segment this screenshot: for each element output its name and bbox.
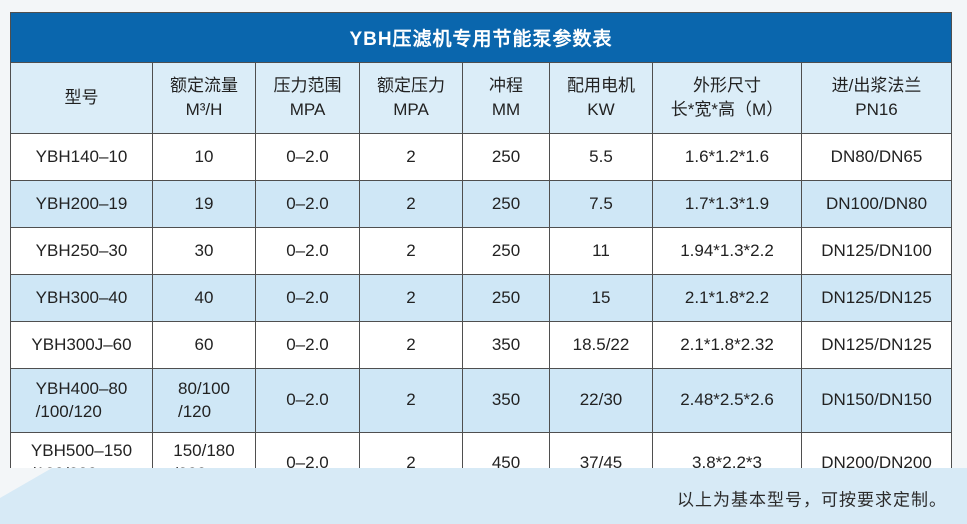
title-row: YBH压滤机专用节能泵参数表	[10, 12, 952, 63]
pump-parameter-table: YBH压滤机专用节能泵参数表 型号 额定流量 M³/H 压力范围 MPA 额定压力 MPA 冲…	[10, 12, 952, 494]
table-cell: 30	[152, 227, 256, 275]
table-cell: 2	[359, 368, 463, 433]
table-cell: 0–2.0	[255, 368, 360, 433]
table-row: YBH140–10 10 0–2.0 2 250 5.5 1.6*1.2*1.6 DN80/D…	[10, 133, 952, 181]
table-cell: 0–2.0	[255, 133, 360, 181]
header-row: 型号 额定流量 M³/H 压力范围 MPA 额定压力 MPA 冲程 MM 配用电机 KW 外形尺寸 长*…	[10, 62, 952, 134]
table-body: YBH140–10 10 0–2.0 2 250 5.5 1.6*1.2*1.6 DN80/D…	[10, 133, 952, 494]
table-cell: DN80/DN65	[801, 133, 952, 181]
table-cell: 0–2.0	[255, 180, 360, 228]
table-cell: 250	[462, 227, 550, 275]
table-cell: 2	[359, 321, 463, 369]
table-cell: 1.94*1.3*2.2	[652, 227, 802, 275]
page-corner-decoration	[0, 468, 52, 498]
table-cell: YBH300J–60	[10, 321, 153, 369]
table-cell: 2	[359, 274, 463, 322]
table-cell: 2.1*1.8*2.32	[652, 321, 802, 369]
table-cell: 7.5	[549, 180, 653, 228]
table-cell: 250	[462, 133, 550, 181]
column-header: 型号	[10, 62, 153, 134]
table-cell: 15	[549, 274, 653, 322]
table-cell: YBH300–40	[10, 274, 153, 322]
column-header: 配用电机 KW	[549, 62, 653, 134]
table-cell: 2.48*2.5*2.6	[652, 368, 802, 433]
table-cell: 0–2.0	[255, 274, 360, 322]
column-header: 冲程 MM	[462, 62, 550, 134]
table-cell: DN150/DN150	[801, 368, 952, 433]
column-header: 额定流量 M³/H	[152, 62, 256, 134]
table-cell: 1.7*1.3*1.9	[652, 180, 802, 228]
table-cell: 350	[462, 321, 550, 369]
table-cell: DN100/DN80	[801, 180, 952, 228]
table-cell: 1.6*1.2*1.6	[652, 133, 802, 181]
table-row: YBH300–40 40 0–2.0 2 250 15 2.1*1.8*2.2 DN125/D…	[10, 274, 952, 322]
table-cell: YBH200–19	[10, 180, 153, 228]
column-header: 外形尺寸 长*宽*高（M）	[652, 62, 802, 134]
table-row: YBH250–30 30 0–2.0 2 250 11 1.94*1.3*2.2 DN125/…	[10, 227, 952, 275]
table-cell: YBH400–80/100/120	[10, 368, 153, 433]
table-cell: 19	[152, 180, 256, 228]
table-cell: YBH250–30	[10, 227, 153, 275]
table-cell: 60	[152, 321, 256, 369]
table-cell: DN125/DN125	[801, 274, 952, 322]
table-cell: 11	[549, 227, 653, 275]
footer-strip: 以上为基本型号，可按要求定制。	[0, 468, 967, 524]
table-cell: YBH140–10	[10, 133, 153, 181]
table-cell: 18.5/22	[549, 321, 653, 369]
table-cell: 2	[359, 180, 463, 228]
table-cell: 0–2.0	[255, 321, 360, 369]
table-row: YBH400–80/100/120 80/100/120 0–2.0 2 350 22/3…	[10, 368, 952, 433]
table-row: YBH200–19 19 0–2.0 2 250 7.5 1.7*1.3*1.9 DN100/…	[10, 180, 952, 228]
table-title: YBH压滤机专用节能泵参数表	[10, 12, 952, 63]
custom-order-note: 以上为基本型号，可按要求定制。	[677, 490, 947, 510]
table-cell: 5.5	[549, 133, 653, 181]
table-cell: 250	[462, 180, 550, 228]
table-row: YBH300J–60 60 0–2.0 2 350 18.5/22 2.1*1.8*2.32…	[10, 321, 952, 369]
column-header: 进/出浆法兰 PN16	[801, 62, 952, 134]
table-cell: 2	[359, 227, 463, 275]
table-cell: 0–2.0	[255, 227, 360, 275]
table-cell: 22/30	[549, 368, 653, 433]
table-cell: 40	[152, 274, 256, 322]
table-cell: DN125/DN125	[801, 321, 952, 369]
table-cell: 350	[462, 368, 550, 433]
column-header: 压力范围 MPA	[255, 62, 360, 134]
table-cell: 10	[152, 133, 256, 181]
column-header: 额定压力 MPA	[359, 62, 463, 134]
table-cell: 250	[462, 274, 550, 322]
table-cell: DN125/DN100	[801, 227, 952, 275]
table-cell: 2	[359, 133, 463, 181]
table-cell: 2.1*1.8*2.2	[652, 274, 802, 322]
table-cell: 80/100/120	[152, 368, 256, 433]
